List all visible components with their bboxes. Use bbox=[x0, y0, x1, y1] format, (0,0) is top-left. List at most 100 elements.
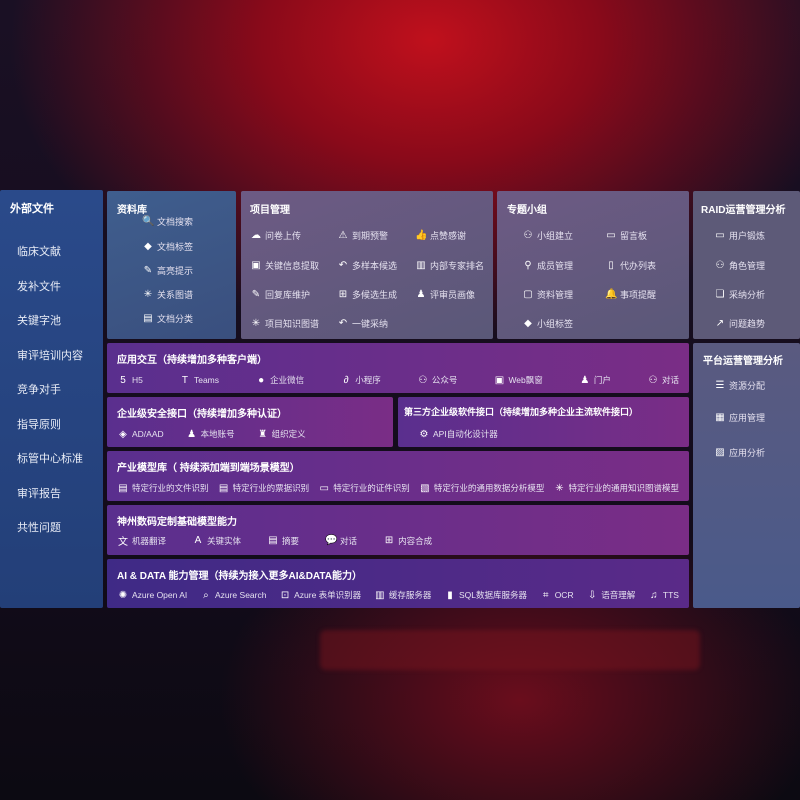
platform-item[interactable]: ▨ 应用分析 bbox=[714, 446, 765, 459]
window-icon: ▣ bbox=[251, 260, 261, 271]
group-item[interactable]: ◆ 小组标签 bbox=[522, 317, 573, 330]
app-item[interactable]: ∂ 小程序 bbox=[340, 374, 381, 386]
html5-icon: 5 bbox=[120, 374, 126, 386]
library-item[interactable]: ◆ 文档标签 bbox=[142, 240, 193, 253]
platform-item[interactable]: ▦ 应用管理 bbox=[714, 411, 765, 424]
app-item[interactable]: ♟ 门户 bbox=[579, 374, 611, 386]
raid-item[interactable]: ▭ 用户锻炼 bbox=[714, 229, 765, 242]
project-item[interactable]: ☁ 问卷上传 bbox=[250, 229, 301, 242]
raid-item[interactable]: ❏ 采纳分析 bbox=[714, 288, 766, 301]
project-item[interactable]: 👍 点赞感谢 bbox=[415, 229, 466, 242]
base-item[interactable]: ⊞ 内容合成 bbox=[383, 535, 432, 547]
project-item[interactable]: ↶ 多样本候选 bbox=[337, 259, 397, 272]
app-item[interactable]: 5 H5 bbox=[117, 375, 143, 386]
app-item[interactable]: T Teams bbox=[179, 375, 219, 386]
thirdparty-item[interactable]: ⚙ API自动化设计器 bbox=[418, 428, 498, 440]
add-user-icon: ⚲ bbox=[524, 260, 532, 271]
sidebar-item[interactable]: 共性问题 bbox=[17, 522, 61, 534]
raid-item[interactable]: ⚇ 角色管理 bbox=[714, 259, 766, 272]
item-label: 多样本候选 bbox=[352, 261, 398, 271]
ai-item[interactable]: ▮ SQL数据库服务器 bbox=[444, 589, 527, 601]
library-item[interactable]: ✎ 高亮提示 bbox=[142, 264, 193, 277]
ai-item[interactable]: ♫ TTS bbox=[648, 590, 679, 601]
raid-item[interactable]: ↗ 问题趋势 bbox=[714, 317, 765, 330]
puzzle-icon: ⊞ bbox=[384, 535, 394, 546]
ai-item[interactable]: ▥ 缓存服务器 bbox=[374, 589, 432, 601]
project-item[interactable]: ✎ 回复库维护 bbox=[250, 288, 310, 301]
document-icon: ▤ bbox=[143, 313, 153, 324]
sidebar-item[interactable]: 审评报告 bbox=[17, 487, 61, 500]
panel-title: RAID运营管理分析 bbox=[701, 205, 786, 216]
ai-item[interactable]: ⊡ Azure 表单识别器 bbox=[279, 589, 361, 601]
item-label: 点赞感谢 bbox=[430, 231, 467, 241]
chat-icon: 💬 bbox=[325, 535, 338, 546]
chart-icon: ▨ bbox=[715, 447, 725, 458]
ai-item[interactable]: ✺ Azure Open AI bbox=[117, 590, 188, 601]
industry-item[interactable]: ▤ 特定行业的文件识别 bbox=[117, 482, 209, 494]
panel-title: 第三方企业级软件接口（持续增加多种企业主流软件接口） bbox=[404, 407, 639, 417]
security-item[interactable]: ♜ 组织定义 bbox=[257, 428, 306, 440]
sidebar-item[interactable]: 标管中心标准 bbox=[17, 453, 83, 465]
group-item[interactable]: ⚇ 小组建立 bbox=[522, 229, 574, 242]
industry-item[interactable]: ✳ 特定行业的通用知识图谱模型 bbox=[553, 482, 679, 494]
app-item[interactable]: ● 企业微信 bbox=[255, 374, 304, 386]
sidebar-item[interactable]: 审评培训内容 bbox=[17, 349, 83, 362]
teams-icon: T bbox=[181, 374, 189, 386]
project-item[interactable]: ▥ 内部专家排名 bbox=[415, 259, 484, 272]
library-item[interactable]: ✳ 关系图谱 bbox=[142, 288, 193, 301]
project-item[interactable]: ♟ 评审员画像 bbox=[415, 288, 476, 301]
sidebar-item[interactable]: 临床文献 bbox=[17, 246, 61, 258]
item-label: 评审员画像 bbox=[430, 290, 476, 300]
group-item[interactable]: ▯ 代办列表 bbox=[605, 259, 656, 272]
item-label: 摘要 bbox=[282, 535, 300, 546]
sidebar-item[interactable]: 发补文件 bbox=[17, 280, 61, 293]
project-item[interactable]: ⊞ 多候选生成 bbox=[337, 288, 397, 301]
ai-item[interactable]: ⌗ OCR bbox=[540, 590, 574, 601]
item-label: 缓存服务器 bbox=[388, 590, 432, 600]
ai-item[interactable]: ⇩ 语音理解 bbox=[586, 589, 635, 601]
library-item[interactable]: 🔍 文档搜索 bbox=[142, 215, 193, 228]
project-item[interactable]: ✳ 项目知识图谱 bbox=[250, 317, 319, 330]
item-label: 组织定义 bbox=[271, 429, 306, 439]
library-item[interactable]: ▤ 文档分类 bbox=[142, 312, 193, 325]
item-label: 企业微信 bbox=[270, 375, 305, 385]
industry-item[interactable]: ▧ 特定行业的通用数据分析模型 bbox=[419, 482, 544, 494]
app-item[interactable]: ▣ Web飘窗 bbox=[493, 374, 543, 386]
base-item[interactable]: 💬 对话 bbox=[325, 535, 357, 547]
platform-item[interactable]: ☰ 资源分配 bbox=[714, 379, 766, 392]
panel-industry: 产业模型库（ 持续添加端到端场景模型） ▤ 特定行业的文件识别 ▤ 特定行业的票据识别 ▭… bbox=[107, 451, 689, 501]
thumbs-up-icon: 👍 bbox=[415, 230, 428, 241]
base-item[interactable]: A 关键实体 bbox=[192, 535, 241, 547]
industry-item[interactable]: ▭ 特定行业的证件识别 bbox=[318, 482, 409, 494]
sidebar-item[interactable]: 竞争对手 bbox=[17, 384, 61, 396]
graph-icon: ✳ bbox=[143, 289, 153, 300]
panel-base: 神州数码定制基础模型能力文机器翻译 A 关键实体 ▤ 摘要 💬 对话 ⊞ 内容合成 bbox=[107, 505, 689, 555]
item-label: 内容合成 bbox=[398, 535, 433, 546]
app-item[interactable]: ⚇ 对话 bbox=[647, 374, 679, 386]
project-item[interactable]: ▣ 关键信息提取 bbox=[250, 259, 319, 272]
project-item[interactable]: ↶ 一键采纳 bbox=[337, 317, 388, 330]
security-item[interactable]: ◈ AD/AAD bbox=[117, 429, 164, 440]
cloud-upload-icon: ☁ bbox=[251, 230, 261, 241]
group-item[interactable]: ⚲ 成员管理 bbox=[522, 259, 573, 272]
group-item[interactable]: ▢ 资料管理 bbox=[522, 288, 573, 301]
industry-item[interactable]: ▤ 特定行业的票据识别 bbox=[218, 482, 309, 494]
group-icon: ⚇ bbox=[523, 230, 533, 241]
security-item[interactable]: ♟ 本地账号 bbox=[186, 428, 235, 440]
item-label: 特定行业的文件识别 bbox=[132, 483, 209, 493]
item-label: 高亮提示 bbox=[157, 266, 194, 276]
panel-security: 企业级安全接口（持续增加多种认证） ◈ AD/AAD ♟ 本地账号 ♜ 组织定义 bbox=[107, 397, 393, 447]
sidebar-item[interactable]: 关键字池 bbox=[17, 315, 61, 327]
ai-item[interactable]: ⌕ Azure Search bbox=[200, 590, 266, 601]
id-card-icon: ▭ bbox=[319, 482, 329, 494]
sidebar-item[interactable]: 指导原则 bbox=[17, 418, 61, 431]
base-item[interactable]: 文机器翻译 bbox=[117, 533, 166, 549]
group-item[interactable]: ▭ 留言板 bbox=[605, 229, 647, 242]
reply-icon: ↶ bbox=[338, 260, 348, 271]
group-item[interactable]: 🔔 事项提醒 bbox=[605, 288, 656, 301]
app-item[interactable]: ⚇ 公众号 bbox=[417, 374, 457, 386]
tag-icon: ◆ bbox=[524, 318, 532, 329]
panel-ai: AI & DATA 能力管理（持续为接入更多AI&DATA能力） ✺ Azure O… bbox=[107, 559, 689, 608]
project-item[interactable]: ⚠ 到期预警 bbox=[337, 229, 389, 242]
base-item[interactable]: ▤ 摘要 bbox=[267, 535, 299, 547]
